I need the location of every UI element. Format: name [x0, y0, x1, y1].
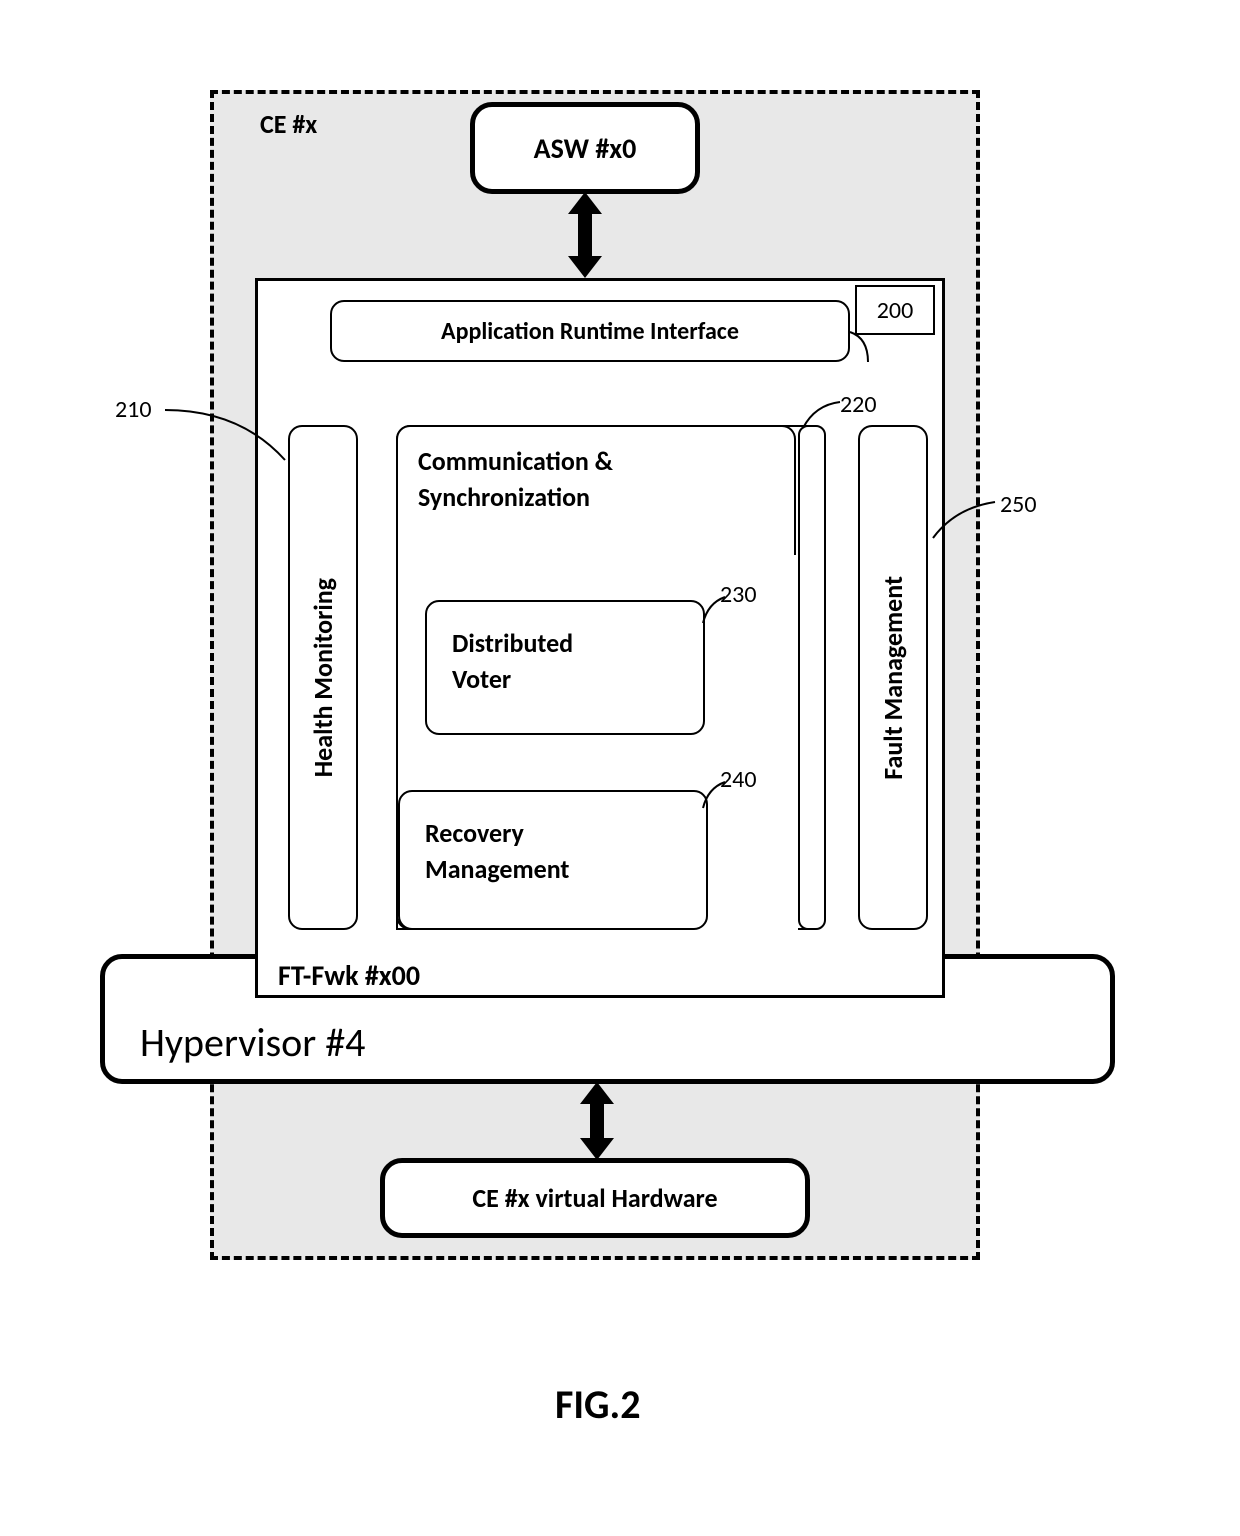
- ref-200-box: 200: [855, 285, 935, 335]
- ftfwk-label-2: FT-Fwk #x00: [278, 958, 420, 993]
- arrow-hyp-vhw: [590, 1100, 604, 1142]
- hypervisor-label: Hypervisor #4: [140, 1018, 365, 1067]
- asw-label: ASW #x0: [534, 131, 637, 166]
- callout-230: [700, 595, 730, 625]
- recovery-mgmt-line1: Recovery: [425, 817, 681, 849]
- ref-250: 250: [1000, 490, 1037, 519]
- app-runtime-label: Application Runtime Interface: [441, 317, 739, 346]
- app-runtime-box: Application Runtime Interface: [330, 300, 850, 362]
- callout-220: [800, 400, 845, 430]
- callout-200: [848, 330, 878, 365]
- callout-250: [930, 500, 1000, 540]
- distributed-voter-line1: Distributed: [452, 627, 678, 659]
- arrow-asw-ftfwk: [578, 210, 592, 260]
- callout-210: [160, 405, 290, 465]
- recovery-mgmt-line2: Management: [425, 853, 681, 885]
- distributed-voter-box: Distributed Voter: [425, 600, 705, 735]
- callout-240: [700, 780, 730, 810]
- virtual-hw-label: CE #x virtual Hardware: [472, 1182, 717, 1214]
- virtual-hw-box: CE #x virtual Hardware: [380, 1158, 810, 1238]
- health-monitoring-label: Health Monitoring: [307, 578, 339, 777]
- fault-mgmt-label: Fault Management: [877, 576, 909, 780]
- health-monitoring-box: Health Monitoring: [288, 425, 358, 930]
- ref-220: 220: [840, 390, 877, 419]
- asw-box: ASW #x0: [470, 102, 700, 194]
- comm-sync-line1: Communication &: [418, 445, 774, 477]
- recovery-mgmt-box: Recovery Management: [398, 790, 708, 930]
- ref-200-label: 200: [877, 296, 914, 325]
- distributed-voter-line2: Voter: [452, 663, 678, 695]
- fault-mgmt-box: Fault Management: [858, 425, 928, 930]
- comm-sync-line2: Synchronization: [418, 481, 774, 513]
- comm-sync-right-bar: [798, 425, 826, 930]
- figure-label: FIG.2: [555, 1380, 640, 1429]
- ref-210: 210: [115, 395, 152, 424]
- ce-label: CE #x: [260, 108, 317, 140]
- comm-sync-top: Communication & Synchronization: [396, 425, 796, 555]
